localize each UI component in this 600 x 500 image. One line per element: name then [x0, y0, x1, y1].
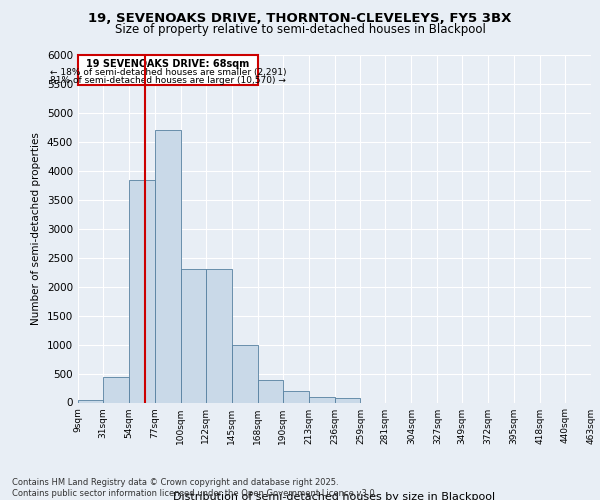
- Bar: [103, 377, 129, 402]
- Text: ← 18% of semi-detached houses are smaller (2,291): ← 18% of semi-detached houses are smalle…: [50, 68, 286, 76]
- Bar: [335, 398, 361, 402]
- Text: Size of property relative to semi-detached houses in Blackpool: Size of property relative to semi-detach…: [115, 22, 485, 36]
- Bar: [155, 130, 181, 402]
- Bar: [232, 344, 257, 403]
- Y-axis label: Number of semi-detached properties: Number of semi-detached properties: [31, 132, 41, 325]
- Text: 19 SEVENOAKS DRIVE: 68sqm: 19 SEVENOAKS DRIVE: 68sqm: [86, 58, 250, 68]
- Bar: [257, 380, 283, 402]
- X-axis label: Distribution of semi-detached houses by size in Blackpool: Distribution of semi-detached houses by …: [173, 492, 496, 500]
- Bar: [78, 400, 103, 402]
- Bar: [283, 391, 308, 402]
- Bar: [308, 396, 335, 402]
- Text: Contains HM Land Registry data © Crown copyright and database right 2025.
Contai: Contains HM Land Registry data © Crown c…: [12, 478, 377, 498]
- Bar: [181, 270, 206, 402]
- Bar: [206, 270, 232, 402]
- Bar: [129, 180, 155, 402]
- Text: 81% of semi-detached houses are larger (10,570) →: 81% of semi-detached houses are larger (…: [50, 76, 286, 86]
- Text: 19, SEVENOAKS DRIVE, THORNTON-CLEVELEYS, FY5 3BX: 19, SEVENOAKS DRIVE, THORNTON-CLEVELEYS,…: [88, 12, 512, 26]
- Bar: [78, 55, 257, 85]
